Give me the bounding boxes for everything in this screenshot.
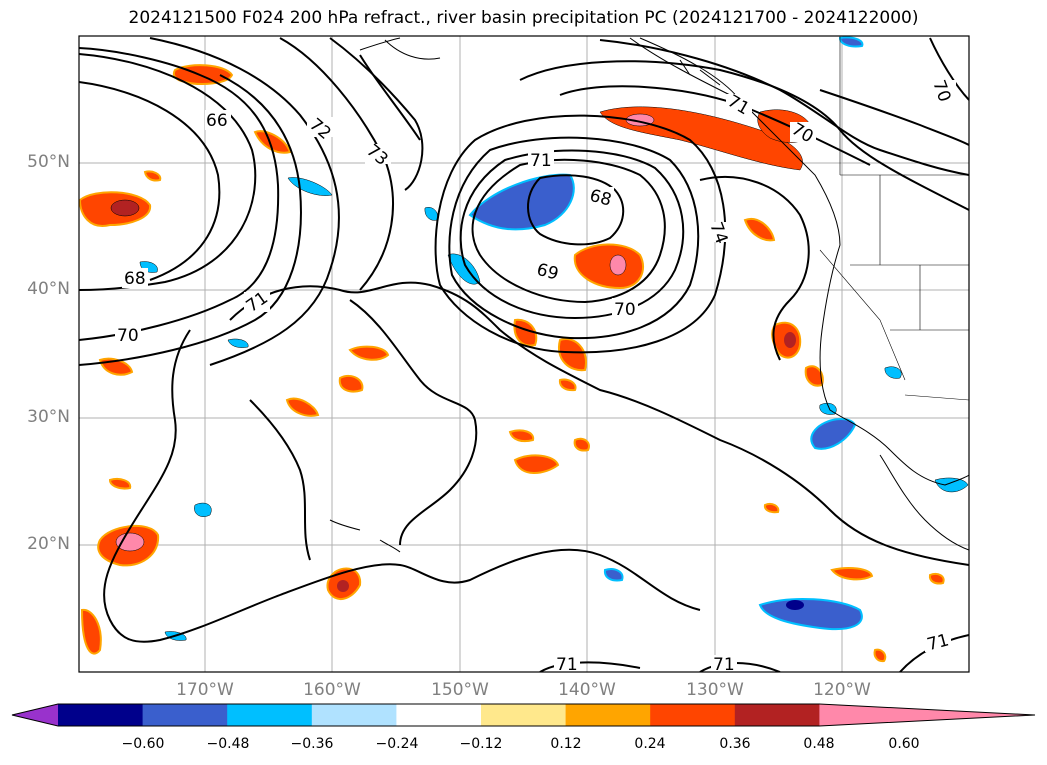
colorbar-tick-label: 0.60 [888,736,920,752]
colorbar-box [650,704,736,726]
colorbar-box [565,704,651,726]
colorbar-tick-label: −0.24 [375,736,419,752]
lat-label-40n: 40°N [27,279,70,299]
contour-label: 71 [556,655,578,675]
colorbar-extend-max [819,704,1035,726]
colorbar-tick-label: 0.48 [803,736,835,752]
contour-label: 66 [206,111,228,131]
colorbar-box [227,704,313,726]
colorbar-box [58,704,144,726]
contour-label: 70 [117,326,139,346]
colorbar-box [734,704,820,726]
colorbar-tick-label: 0.12 [550,736,582,752]
gridlines [79,36,969,672]
lon-label-130w: 130°W [686,680,744,700]
contour-label: 71 [713,655,735,675]
colorbar-tick-label: −0.48 [206,736,250,752]
contour-label: 71 [530,151,552,171]
lon-label-170w: 170°W [176,680,234,700]
colorbar-box [311,704,397,726]
map-frame-bg [79,36,969,672]
colorbar-outline [11,703,1036,727]
map-title: 2024121500 F024 200 hPa refract., river … [128,8,919,28]
contour-label: 70 [614,300,636,320]
lon-label-140w: 140°W [558,680,616,700]
colorbar-box [481,704,567,726]
lon-label-120w: 120°W [813,680,871,700]
colorbar-extend-min [12,704,58,726]
colorbar [11,703,1036,727]
map-frame [78,35,970,673]
lat-label-30n: 30°N [27,407,70,427]
colorbar-tick-label: −0.36 [290,736,334,752]
refractivity-contours [79,37,969,672]
lon-label-150w: 150°W [431,680,489,700]
colorbar-tick-label: 0.36 [719,736,751,752]
colorbar-tick-label: −0.12 [459,736,503,752]
colorbar-box [396,704,482,726]
lat-label-20n: 20°N [27,534,70,554]
state-borders [819,36,969,401]
lon-label-160w: 160°W [303,680,361,700]
colorbar-box [142,704,228,726]
colorbar-tick-label: 0.24 [634,736,666,752]
colorbar-tick-label: −0.60 [121,736,165,752]
contour-label: 68 [124,269,146,289]
lat-label-50n: 50°N [27,152,70,172]
